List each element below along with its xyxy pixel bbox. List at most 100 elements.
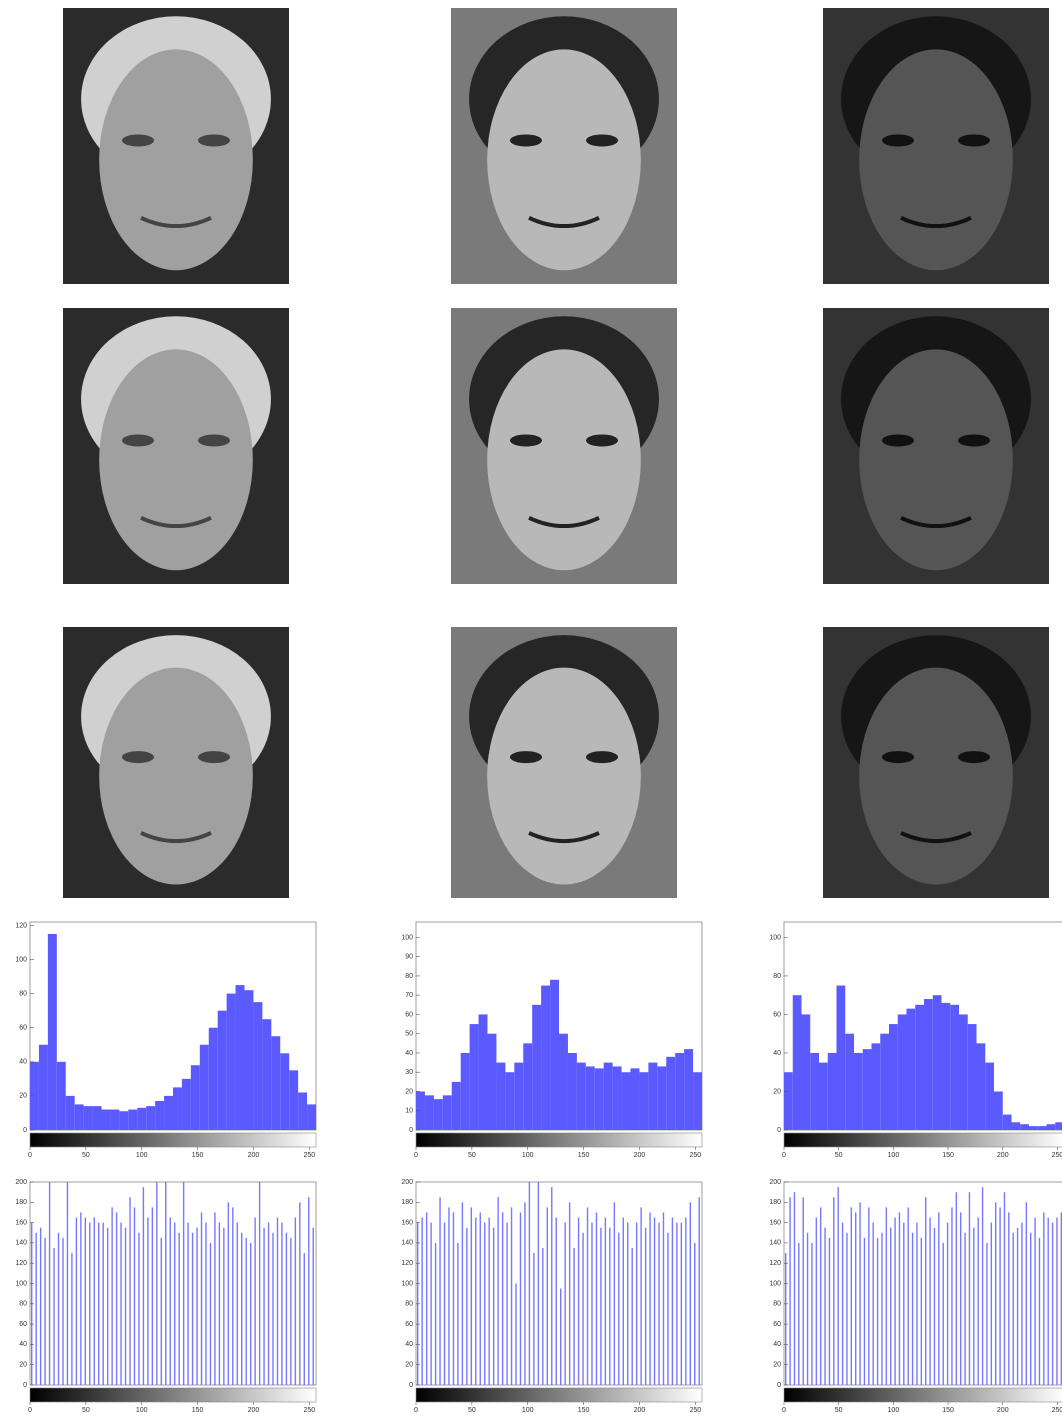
histogram-bar: [75, 1104, 84, 1130]
bar: [125, 1228, 126, 1385]
bar: [254, 1218, 255, 1385]
page: 0204060801001200501001502002500102030405…: [0, 0, 1062, 1418]
bar: [1004, 1192, 1005, 1385]
bar: [76, 1218, 77, 1385]
x-tick-label: 100: [888, 1407, 900, 1414]
histogram-bar: [218, 1011, 227, 1130]
bar: [838, 1187, 839, 1385]
bar: [1052, 1223, 1053, 1385]
histogram-bar: [461, 1053, 470, 1130]
bar: [636, 1223, 637, 1385]
histogram-bar: [253, 1002, 262, 1130]
bar: [960, 1212, 961, 1385]
bar: [313, 1228, 314, 1385]
bar: [908, 1207, 909, 1385]
bar: [484, 1223, 485, 1385]
histogram-bar: [1003, 1115, 1012, 1130]
bar: [480, 1212, 481, 1385]
bar: [803, 1197, 804, 1385]
eye: [958, 434, 990, 446]
bar: [676, 1223, 677, 1385]
eye: [510, 434, 542, 446]
bar: [201, 1212, 202, 1385]
x-tick-label: 150: [192, 1407, 204, 1414]
x-tick-label: 50: [82, 1407, 90, 1414]
x-tick-label: 0: [28, 1152, 32, 1159]
histogram-bar: [1055, 1122, 1062, 1130]
x-tick-label: 100: [522, 1407, 534, 1414]
face-photo: [63, 308, 289, 584]
y-tick-label: 80: [19, 990, 27, 997]
bar: [627, 1223, 628, 1385]
x-tick-label: 250: [1052, 1407, 1062, 1414]
bar: [268, 1223, 269, 1385]
histogram-bar: [307, 1104, 316, 1130]
y-tick-label: 60: [19, 1025, 27, 1032]
bar: [53, 1248, 54, 1385]
bar: [444, 1223, 445, 1385]
y-tick-label: 100: [401, 934, 413, 941]
bar: [807, 1233, 808, 1385]
bar: [654, 1218, 655, 1385]
histogram-bar: [1038, 1126, 1047, 1130]
histogram-bar: [648, 1063, 657, 1130]
histogram-bar: [155, 1101, 164, 1130]
bar: [228, 1202, 229, 1385]
histogram-bar: [514, 1063, 523, 1130]
x-tick-label: 50: [835, 1407, 843, 1414]
y-tick-label: 100: [401, 1280, 413, 1287]
y-tick-label: 0: [409, 1127, 413, 1134]
face-photo: [823, 8, 1049, 284]
histogram-bar: [802, 1014, 811, 1130]
bar: [556, 1218, 557, 1385]
bar: [116, 1212, 117, 1385]
bar: [187, 1223, 188, 1385]
histogram-bar: [793, 995, 802, 1130]
histogram-bar: [200, 1045, 209, 1130]
histogram-bar: [613, 1066, 622, 1130]
bar: [49, 1182, 50, 1385]
face-photo: [63, 8, 289, 284]
bar: [573, 1248, 574, 1385]
bar: [690, 1202, 691, 1385]
bar: [964, 1233, 965, 1385]
bar: [529, 1182, 530, 1385]
bar: [829, 1238, 830, 1385]
y-tick-label: 100: [769, 934, 781, 941]
bar: [94, 1218, 95, 1385]
y-tick-label: 180: [401, 1199, 413, 1206]
bar: [98, 1223, 99, 1385]
histogram-bar: [666, 1057, 675, 1130]
bar: [1030, 1233, 1031, 1385]
y-tick-label: 80: [19, 1301, 27, 1308]
bar: [943, 1243, 944, 1385]
histogram-bar: [985, 1063, 994, 1130]
histogram-bar: [639, 1072, 648, 1130]
y-tick-label: 60: [405, 1011, 413, 1018]
bar: [272, 1233, 273, 1385]
bar: [1021, 1223, 1022, 1385]
bar: [435, 1243, 436, 1385]
bar: [587, 1207, 588, 1385]
bar: [147, 1218, 148, 1385]
y-tick-label: 100: [15, 956, 27, 963]
eye: [122, 434, 154, 446]
histogram-bar: [968, 1024, 977, 1130]
bar: [138, 1233, 139, 1385]
x-tick-label: 0: [414, 1152, 418, 1159]
y-tick-label: 20: [773, 1362, 781, 1369]
bar: [214, 1212, 215, 1385]
eye: [122, 134, 154, 146]
histogram-bar: [950, 1005, 959, 1130]
eye: [586, 751, 618, 763]
x-tick-label: 200: [248, 1407, 260, 1414]
histogram-bar: [271, 1036, 280, 1130]
bar: [1034, 1218, 1035, 1385]
bar: [605, 1218, 606, 1385]
colorbar: [30, 1388, 316, 1402]
y-tick-label: 200: [15, 1179, 27, 1186]
bar: [969, 1192, 970, 1385]
histogram-bar: [496, 1063, 505, 1130]
eye: [586, 134, 618, 146]
histogram-bar: [289, 1070, 298, 1130]
